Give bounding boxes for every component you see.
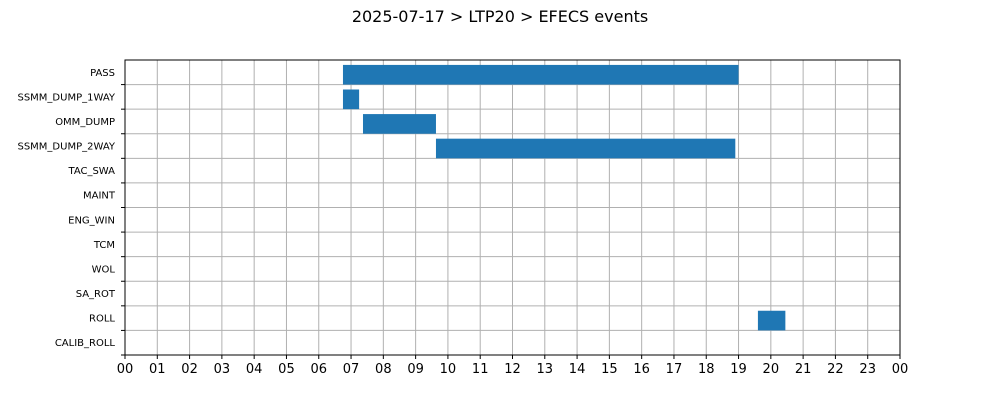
- y-tick-label: MAINT: [83, 191, 116, 202]
- x-tick-label: 18: [698, 362, 715, 377]
- event-bar: [435, 138, 736, 159]
- x-tick-label: 16: [633, 362, 650, 377]
- y-tick-label: TAC_SWA: [67, 166, 115, 177]
- x-tick-label: 01: [149, 362, 166, 377]
- x-tick-label: 15: [601, 362, 618, 377]
- grid: [125, 60, 900, 355]
- y-tick-label: TCM: [93, 240, 115, 251]
- x-tick-label: 14: [569, 362, 586, 377]
- x-tick-label: 10: [440, 362, 457, 377]
- y-axis: PASS SSMM_DUMP_1WAY OMM_DUMP SSMM_DUMP_2WAY…: [17, 68, 125, 356]
- x-tick-label: 07: [343, 362, 360, 377]
- x-tick-label: 17: [666, 362, 683, 377]
- x-tick-label: 23: [859, 362, 876, 377]
- x-tick-label: 00: [892, 362, 909, 377]
- y-tick-label: WOL: [92, 264, 116, 275]
- x-tick-label: 09: [407, 362, 424, 377]
- x-tick-label: 03: [214, 362, 231, 377]
- x-tick-label: 05: [278, 362, 295, 377]
- y-tick-label: SSMM_DUMP_1WAY: [17, 92, 115, 103]
- x-tick-label: 19: [730, 362, 747, 377]
- x-tick-label: 21: [795, 362, 812, 377]
- bars: [342, 64, 786, 331]
- x-tick-label: 12: [504, 362, 521, 377]
- y-tick-label: CALIB_ROLL: [55, 338, 116, 349]
- x-tick-label: 04: [246, 362, 263, 377]
- event-bar: [342, 64, 739, 85]
- x-axis: 00 01 02 03 04 05 06 07 08 09 10 11 12 13 14 15 16 17 18 19…: [117, 355, 909, 377]
- x-tick-label: 08: [375, 362, 392, 377]
- x-tick-label: 20: [763, 362, 780, 377]
- event-bar: [757, 310, 786, 331]
- x-tick-label: 02: [181, 362, 198, 377]
- y-tick-label: ENG_WIN: [68, 215, 115, 226]
- y-tick-label: SSMM_DUMP_2WAY: [17, 142, 115, 153]
- y-tick-label: PASS: [90, 68, 115, 79]
- chart-title: 2025-07-17 > LTP20 > EFECS events: [352, 7, 648, 26]
- x-tick-label: 00: [117, 362, 134, 377]
- event-bar: [362, 114, 436, 134]
- x-tick-label: 06: [310, 362, 327, 377]
- y-tick-label: SA_ROT: [76, 289, 116, 300]
- event-bar: [342, 89, 360, 110]
- x-tick-label: 13: [537, 362, 554, 377]
- y-tick-label: ROLL: [89, 314, 115, 325]
- x-tick-label: 22: [827, 362, 844, 377]
- x-tick-label: 11: [472, 362, 489, 377]
- y-tick-label: OMM_DUMP: [55, 117, 115, 128]
